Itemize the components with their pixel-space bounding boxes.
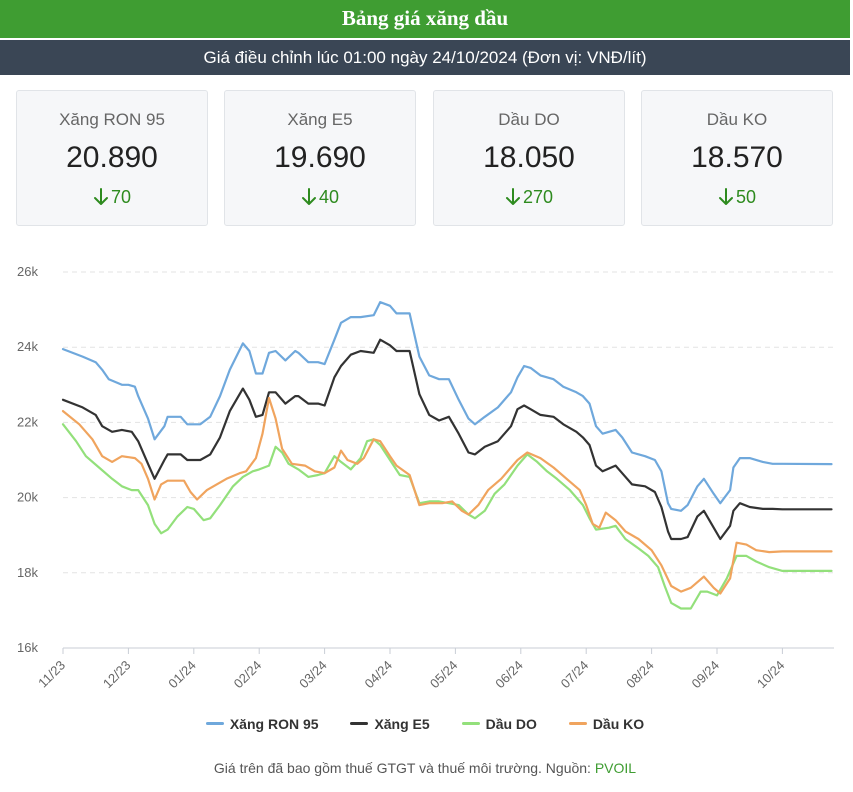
arrow-down-icon	[505, 188, 520, 205]
card-fuel-name: Xăng RON 95	[59, 110, 165, 129]
x-tick-label: 09/24	[689, 658, 723, 692]
legend-item-do[interactable]: Dầu DO	[461, 716, 537, 732]
x-tick-label: 12/23	[100, 658, 134, 692]
legend-swatch	[205, 722, 224, 725]
x-tick-label: 03/24	[296, 658, 330, 692]
card-change: 50	[642, 187, 832, 208]
y-tick-label: 20k	[17, 490, 38, 505]
card-price: 18.050	[483, 141, 575, 174]
x-tick-label: 02/24	[231, 658, 265, 692]
price-card-do: Dầu DO 18.050 270	[433, 90, 625, 226]
legend-swatch	[461, 722, 480, 725]
source-link[interactable]: PVOIL	[594, 760, 637, 776]
y-tick-label: 26k	[17, 264, 38, 279]
legend-label: Xăng E5	[374, 716, 430, 732]
price-card-ron95: Xăng RON 95 20.890 70	[16, 90, 208, 226]
page-title: Bảng giá xăng dầu	[0, 0, 850, 38]
price-line-chart: 16k 18k 20k 22k 24k 26k 11/23 12/23 01/24 02/24 03…	[17, 264, 834, 692]
price-card-e5: Xăng E5 19.690 40	[224, 90, 416, 226]
legend-swatch	[568, 722, 587, 725]
arrow-down-icon	[718, 188, 733, 205]
x-tick-label: 05/24	[427, 658, 461, 692]
card-change-value: 50	[735, 187, 757, 207]
legend-label: Dầu KO	[592, 716, 645, 732]
card-price: 20.890	[66, 141, 158, 174]
card-change-value: 70	[110, 187, 132, 207]
legend-item-e5[interactable]: Xăng E5	[350, 716, 430, 732]
card-change-value: 270	[522, 187, 554, 207]
x-tick-label: 10/24	[754, 658, 788, 692]
x-tick-label: 06/24	[492, 658, 526, 692]
source-note-text: Giá trên đã bao gồm thuế GTGT và thuế mô…	[213, 760, 595, 776]
legend-label: Dầu DO	[485, 716, 537, 732]
legend-swatch	[350, 722, 369, 725]
card-price: 18.570	[691, 141, 783, 174]
legend-item-ron95[interactable]: Xăng RON 95	[205, 716, 319, 732]
adjustment-subtitle: Giá điều chỉnh lúc 01:00 ngày 24/10/2024…	[0, 40, 850, 75]
card-fuel-name: Dầu KO	[706, 110, 768, 129]
card-fuel-name: Dầu DO	[498, 110, 560, 129]
y-tick-label: 16k	[17, 640, 38, 655]
y-tick-label: 24k	[17, 339, 38, 354]
series-line-d-u-do	[61, 423, 833, 610]
card-change: 270	[434, 187, 624, 208]
card-change-value: 40	[318, 187, 340, 207]
x-tick-label: 11/23	[35, 658, 68, 691]
chart-legend: Xăng RON 95 Xăng E5 Dầu DO Dầu KO	[0, 716, 850, 732]
y-tick-label: 22k	[17, 414, 38, 429]
source-note: Giá trên đã bao gồm thuế GTGT và thuế mô…	[0, 760, 850, 776]
y-tick-label: 18k	[17, 565, 38, 580]
x-tick-label: 08/24	[623, 658, 657, 692]
card-change: 70	[17, 187, 207, 208]
card-change: 40	[225, 187, 415, 208]
arrow-down-icon	[93, 188, 108, 205]
arrow-down-icon	[301, 188, 316, 205]
series-line-x-ng-e5	[61, 338, 833, 541]
card-price: 19.690	[274, 141, 366, 174]
legend-label: Xăng RON 95	[229, 716, 319, 732]
x-tick-label: 01/24	[165, 658, 199, 692]
price-card-ko: Dầu KO 18.570 50	[641, 90, 833, 226]
card-fuel-name: Xăng E5	[287, 110, 353, 129]
series-line-d-u-ko	[61, 396, 833, 595]
legend-item-ko[interactable]: Dầu KO	[568, 716, 645, 732]
x-tick-label: 04/24	[362, 658, 396, 692]
series-line-x-ng-ron-95	[61, 301, 833, 512]
x-tick-label: 07/24	[558, 658, 592, 692]
